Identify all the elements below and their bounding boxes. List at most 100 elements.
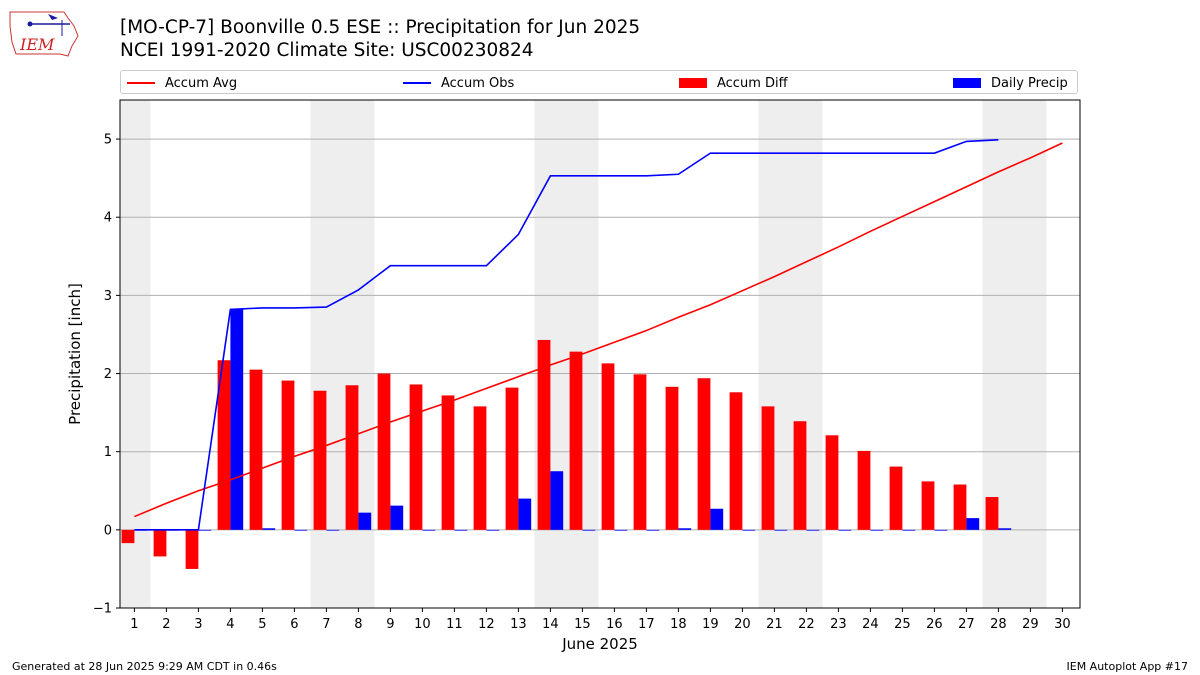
daily-precip-bar [230,309,244,530]
weekend-band [758,100,823,608]
daily-precip-bar [294,529,308,531]
accum-diff-bar [921,481,935,530]
legend-swatch [127,82,155,84]
x-tick-label: 21 [766,617,783,632]
daily-precip-bar [678,528,692,530]
accum-diff-bar [665,386,679,530]
daily-precip-bar [326,529,340,531]
accum-diff-bar [857,450,871,530]
daily-precip-bar [614,529,628,531]
weekend-band [982,100,1047,608]
y-ticks: −1 0 1 2 3 4 5 [93,133,120,617]
legend-swatch [953,78,981,88]
x-tick-label: 10 [414,617,431,632]
logo-text: IEM [19,35,55,54]
x-tick-label: 8 [354,617,362,632]
weekend-band [310,100,375,608]
accum-diff-bar [441,395,455,530]
plot-frame [119,99,1081,609]
y-tick-label: 3 [104,289,112,304]
accum-diff-bar [793,421,807,530]
x-tick-label: 4 [226,617,234,632]
y-tick-label: 2 [104,367,112,382]
generated-timestamp: Generated at 28 Jun 2025 9:29 AM CDT in … [12,660,277,673]
daily-precip-bar [710,508,724,530]
x-tick-label: 17 [638,617,655,632]
x-tick-label: 18 [670,617,687,632]
daily-precip-bar [518,498,532,530]
iowa-outline-icon [9,11,79,57]
legend-item-daily-precip: Daily Precip [953,74,1068,92]
legend-label: Accum Obs [441,75,515,91]
weekend-band [120,100,151,608]
daily-precip-bar [902,529,916,531]
chart-title: [MO-CP-7] Boonville 0.5 ESE :: Precipita… [120,17,641,38]
iem-logo: IEM [9,11,79,57]
daily-precip-bar [742,529,756,531]
legend-swatch [403,82,431,84]
accum-diff-bar [633,374,647,530]
legend-label: Accum Avg [165,75,238,91]
daily-precip-bar [582,529,596,531]
accum-diff-bar [825,435,839,530]
daily-precip-bar [198,529,212,531]
accum-diff-bar [249,369,263,530]
accum-diff-bar [889,466,903,530]
y-tick-label: 1 [104,445,112,460]
accum-diff-bar [569,351,583,530]
x-tick-label: 3 [194,617,202,632]
app-id: IEM Autoplot App #17 [1066,660,1189,673]
x-tick-label: 2 [162,617,170,632]
x-tick-label: 12 [478,617,495,632]
x-tick-label: 5 [258,617,266,632]
x-tick-label: 28 [990,617,1007,632]
x-tick-label: 25 [894,617,911,632]
gridlines [120,138,1080,609]
x-tick-label: 7 [322,617,330,632]
daily-precip-bar [966,518,980,530]
accum-diff-bar [185,529,199,569]
accum-diff-bar [377,373,391,530]
x-axis-label: June 2025 [561,635,638,653]
chart-subtitle: NCEI 1991-2020 Climate Site: USC00230824 [120,40,534,61]
daily-precip-bar [390,505,404,530]
x-tick-label: 24 [862,617,879,632]
accum-diff-bar [473,406,487,530]
x-tick-label: 11 [446,617,463,632]
x-tick-label: 23 [830,617,847,632]
x-tick-label: 14 [542,617,559,632]
daily-precip-bar [358,512,372,530]
x-tick-label: 9 [386,617,394,632]
daily-precip-bar [646,529,660,531]
daily-precip-bar [838,529,852,531]
accum-diff-bar [505,387,519,530]
legend: Accum Avg Accum Obs Accum Diff Daily Pre… [120,70,1078,94]
daily-precip-bar [422,529,436,531]
daily-precip-bar [262,528,276,530]
legend-swatch [679,78,707,88]
y-tick-label: 5 [104,133,112,148]
x-tick-label: 16 [606,617,623,632]
accum-obs-line [134,139,999,531]
daily-precip-bar [806,529,820,531]
daily-precip-bar [998,528,1012,530]
accum-diff-bar [345,385,359,530]
legend-label: Daily Precip [991,75,1068,91]
bars [121,309,1012,569]
accum-diff-bar [537,339,551,530]
x-tick-label: 13 [510,617,527,632]
lines [134,139,1063,531]
y-tick-label: 4 [104,211,112,226]
x-tick-label: 6 [290,617,298,632]
x-tick-label: 1 [130,617,138,632]
y-tick-label: 0 [104,523,112,538]
accum-diff-bar [761,406,775,530]
daily-precip-bar [774,529,788,531]
accum-avg-line [134,142,1063,518]
x-tick-label: 29 [1022,617,1039,632]
accum-diff-bar [121,529,135,544]
x-tick-label: 30 [1054,617,1071,632]
daily-precip-bar [486,529,500,531]
daily-precip-bar [550,471,564,530]
accum-diff-bar [313,390,327,530]
